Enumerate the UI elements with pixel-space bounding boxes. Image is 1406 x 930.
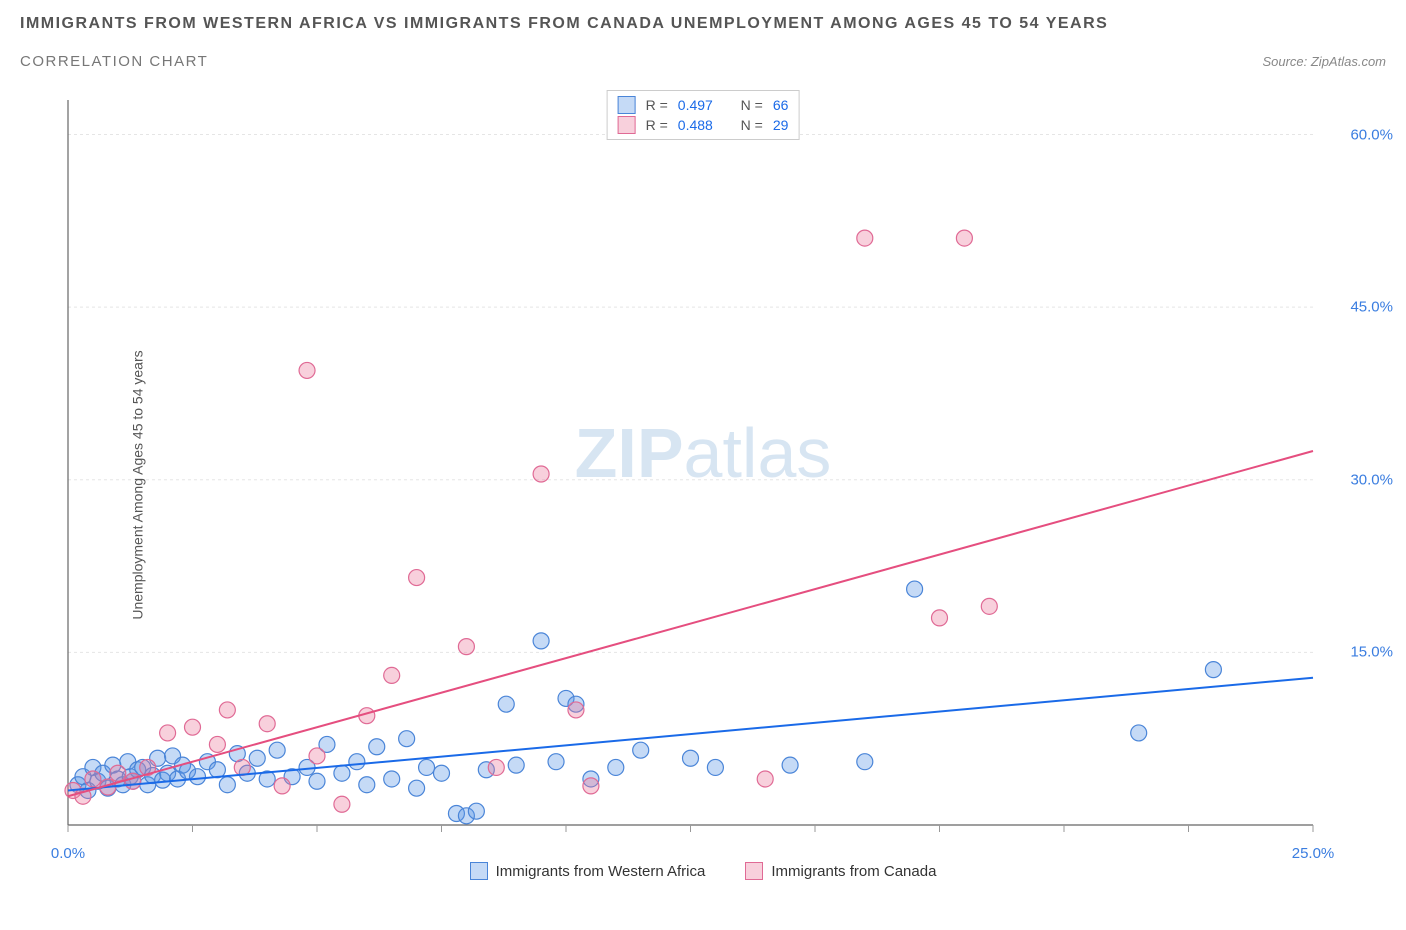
chart-canvas [13, 90, 1393, 880]
legend-swatch [470, 862, 488, 880]
source-label: Source: ZipAtlas.com [1262, 54, 1386, 69]
legend-stat-row: R =0.488 N =29 [618, 115, 789, 135]
legend-stat-row: R =0.497 N =66 [618, 95, 789, 115]
legend-swatch [745, 862, 763, 880]
legend-stats: R =0.497 N =66R =0.488 N =29 [607, 90, 800, 140]
page-subtitle: CORRELATION CHART [20, 53, 208, 70]
legend-series-label: Immigrants from Western Africa [496, 863, 706, 880]
legend-swatch [618, 116, 636, 134]
legend-series-item: Immigrants from Canada [745, 862, 936, 880]
legend-series-label: Immigrants from Canada [771, 863, 936, 880]
page-title: IMMIGRANTS FROM WESTERN AFRICA VS IMMIGR… [20, 15, 1386, 33]
y-tick-label: 30.0% [1350, 471, 1393, 488]
legend-series-item: Immigrants from Western Africa [470, 862, 706, 880]
y-tick-label: 60.0% [1350, 126, 1393, 143]
x-tick-label: 0.0% [51, 845, 85, 862]
y-tick-label: 45.0% [1350, 299, 1393, 316]
legend-series: Immigrants from Western Africa Immigrants… [13, 862, 1393, 880]
y-tick-label: 15.0% [1350, 644, 1393, 661]
legend-swatch [618, 96, 636, 114]
correlation-chart: Unemployment Among Ages 45 to 54 years Z… [13, 90, 1393, 880]
y-axis-label: Unemployment Among Ages 45 to 54 years [130, 350, 146, 619]
x-tick-label: 25.0% [1292, 845, 1335, 862]
